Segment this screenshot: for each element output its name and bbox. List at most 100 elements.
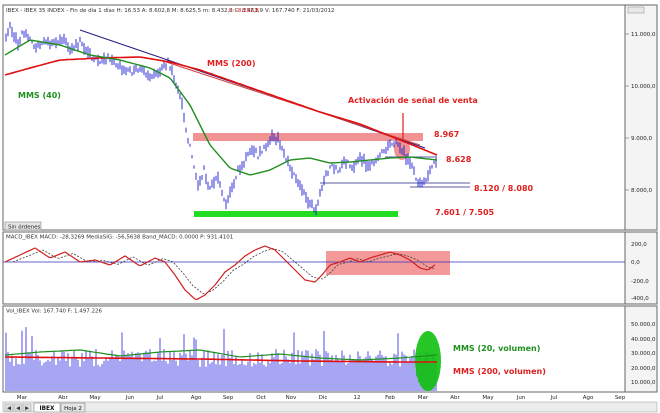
tab-hoja-2[interactable]: Hoja 2 [60,402,86,413]
volume-bar [13,365,15,391]
volume-bar [57,357,59,391]
volume-bar [383,357,385,391]
volume-bar [349,354,351,391]
volume-bar [37,354,39,391]
volume-bar [115,354,117,391]
volume-bar [401,351,403,391]
volume-bar [249,353,251,391]
volume-bar [61,350,63,391]
volume-bar [121,332,123,391]
volume-bar [393,353,395,391]
macd-panel[interactable]: MACD_IBEX MACD: -28,3269 MediaSIG: -56,5… [2,231,658,305]
volume-bar [347,363,349,391]
month-label-feb: Feb [385,395,395,401]
month-label-abr-2: Abr [450,395,460,401]
volume-bar [141,361,143,391]
volume-bar [105,358,107,391]
price-header-variation: P: -8.252,8 [229,8,259,14]
volume-bar [177,365,179,391]
month-label-oct: Oct [256,395,266,401]
month-label-12: 12 [354,395,361,401]
volume-bar [47,359,49,391]
volume-bar [399,366,401,391]
tab-nav-arrows[interactable]: ◀ ◀ ▶ [4,403,32,412]
volume-bar [263,364,265,391]
volume-bar [285,356,287,391]
volume-bar [341,350,343,391]
volume-bar [387,366,389,391]
volume-bar [9,361,11,391]
volume-mms20-line [4,349,438,361]
month-label-dic: Dic [319,395,328,401]
month-label-nov: Nov [286,395,297,401]
panel-control-buttons[interactable] [627,6,645,14]
macd-tick-minus200: -200,0 [631,279,649,285]
resistance-band-8967 [193,133,423,141]
macd-y-axis [624,231,658,305]
volume-bar [171,360,173,391]
volume-mms200-label: MMS (200, volumen) [453,367,546,376]
tab-ibex-label: IBEX [39,406,55,412]
volume-panel[interactable]: Vol_IBEX Vol: 167.740 F: 1.497.226 MMS (… [2,305,658,393]
volume-bar [41,365,43,391]
volume-y-axis [624,305,658,393]
volume-bar [33,360,35,391]
volume-bar [139,353,141,391]
volume-bar [389,362,391,391]
volume-bar [409,358,411,391]
volume-bar [303,355,305,391]
price-tick-11000: 11.000,0 [631,32,656,38]
volume-bar [311,353,313,391]
volume-bar [375,356,377,391]
macd-signal-line [12,247,436,295]
volume-bar [159,338,161,391]
volume-bar [305,350,307,391]
price-plot-area [2,4,626,231]
month-label-mar: Mar [17,395,28,401]
volume-bar [279,364,281,391]
volume-bar [187,360,189,391]
volume-tick-30000: 30.000,0 [631,351,656,357]
volume-tick-50000: 50.000,0 [631,322,656,328]
svg-text:▶: ▶ [25,406,29,412]
volume-bar [169,351,171,391]
tab-ibex[interactable]: IBEX [33,402,61,413]
volume-bar [7,351,9,391]
volume-bar [337,358,339,391]
price-header-date: V: 167.740 F: 21/03/2012 [265,8,334,14]
volume-bar [95,349,97,391]
no-orders-button[interactable]: Sin órdenes [4,221,42,231]
volume-bar [273,357,275,391]
volume-bar [379,350,381,391]
volume-tick-40000: 40.000,0 [631,337,656,343]
volume-bar [207,350,209,391]
price-panel[interactable]: IBEX - IBEX 35 INDEX - Fin de día 1 días… [2,4,658,231]
volume-bar [75,357,77,391]
volume-bar [27,352,29,391]
mms40-label: MMS (40) [18,91,61,100]
macd-tick-0: 0,0 [631,260,640,266]
volume-bar [291,352,293,391]
volume-bar [123,350,125,391]
volume-bar [193,337,195,391]
volume-bar [49,361,51,391]
volume-bar [237,364,239,391]
volume-bar [367,351,369,391]
volume-bar [65,360,67,391]
volume-bar [203,351,205,391]
macd-line [4,245,436,301]
volume-bar [183,334,185,391]
volume-bar [179,352,181,391]
volume-bar [19,364,21,391]
volume-mms20-label: MMS (20, volumen) [453,344,540,353]
mms200-label: MMS (200) [207,59,255,68]
month-label-may-2: May [482,395,494,401]
volume-bar [69,366,71,391]
macd-plot-area [2,231,626,305]
volume-bar [259,362,261,391]
volume-bar [321,366,323,391]
volume-mms200-line [5,356,437,363]
volume-bar [287,359,289,391]
volume-bar [255,364,257,391]
volume-tick-20000: 20.000,0 [631,366,656,372]
